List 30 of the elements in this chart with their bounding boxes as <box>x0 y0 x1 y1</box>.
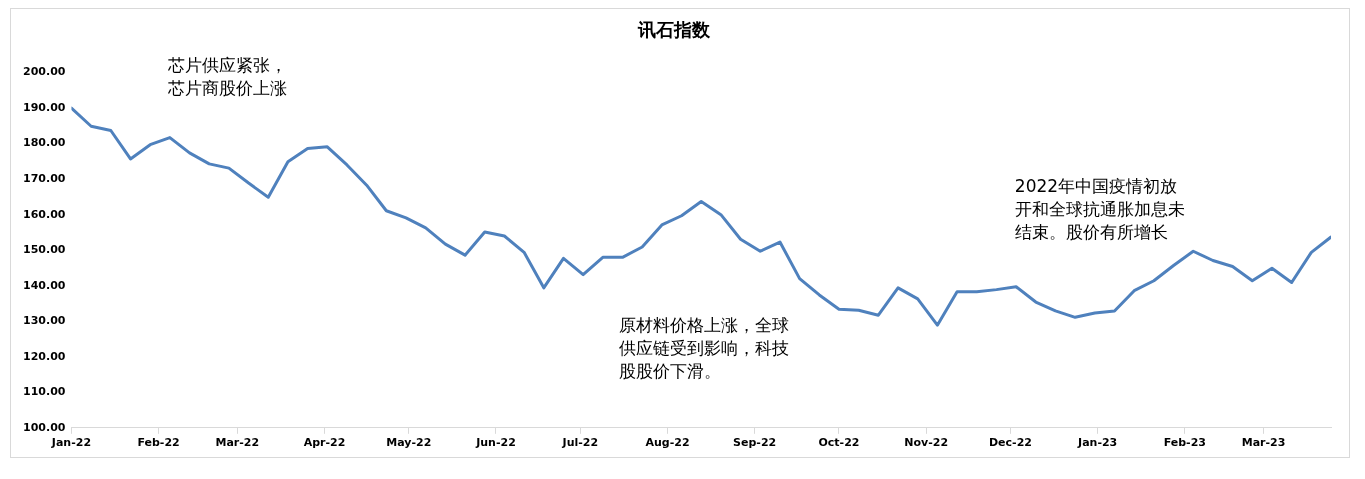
annotation: 芯片供应紧张，芯片商股价上涨 <box>167 55 288 99</box>
y-tick-label: 130.00 <box>22 314 66 328</box>
x-tick-label: Dec-22 <box>988 436 1032 450</box>
y-tick-label: 190.00 <box>22 100 66 114</box>
annotation: 原材料价格上涨，全球供应链受到影响，科技股股价下滑。 <box>619 314 790 381</box>
x-tick-label: Feb-22 <box>137 436 180 450</box>
annotation: 2022年中国疫情初放开和全球抗通胀加息未结束。股价有所增长 <box>1014 176 1185 243</box>
x-tick-label: Feb-23 <box>1163 436 1206 450</box>
y-tick-label: 140.00 <box>22 278 66 292</box>
y-tick-label: 120.00 <box>22 349 66 363</box>
x-tick-label: Jan-23 <box>1077 436 1118 450</box>
x-tick-label: Jul-22 <box>561 436 599 450</box>
y-tick-label: 150.00 <box>22 243 66 257</box>
x-tick-label: Sep-22 <box>733 436 777 450</box>
y-tick-label: 160.00 <box>22 207 66 221</box>
y-tick-label: 200.00 <box>22 65 66 79</box>
x-tick-label: Nov-22 <box>904 436 949 450</box>
y-tick-label: 180.00 <box>22 136 66 150</box>
y-tick-label: 100.00 <box>22 420 66 434</box>
x-tick-label: Mar-23 <box>1241 436 1286 450</box>
x-tick-label: Aug-22 <box>645 436 690 450</box>
x-tick-label: May-22 <box>386 436 432 450</box>
chart-title: 讯石指数 <box>637 19 711 41</box>
x-tick-label: Oct-22 <box>818 436 860 450</box>
x-tick-label: Jun-22 <box>475 436 516 450</box>
x-tick-label: Jan-22 <box>50 436 92 450</box>
y-tick-label: 110.00 <box>22 385 66 399</box>
x-tick-label: Apr-22 <box>303 436 346 450</box>
x-tick-label: Mar-22 <box>215 436 260 450</box>
y-tick-label: 170.00 <box>22 172 66 186</box>
